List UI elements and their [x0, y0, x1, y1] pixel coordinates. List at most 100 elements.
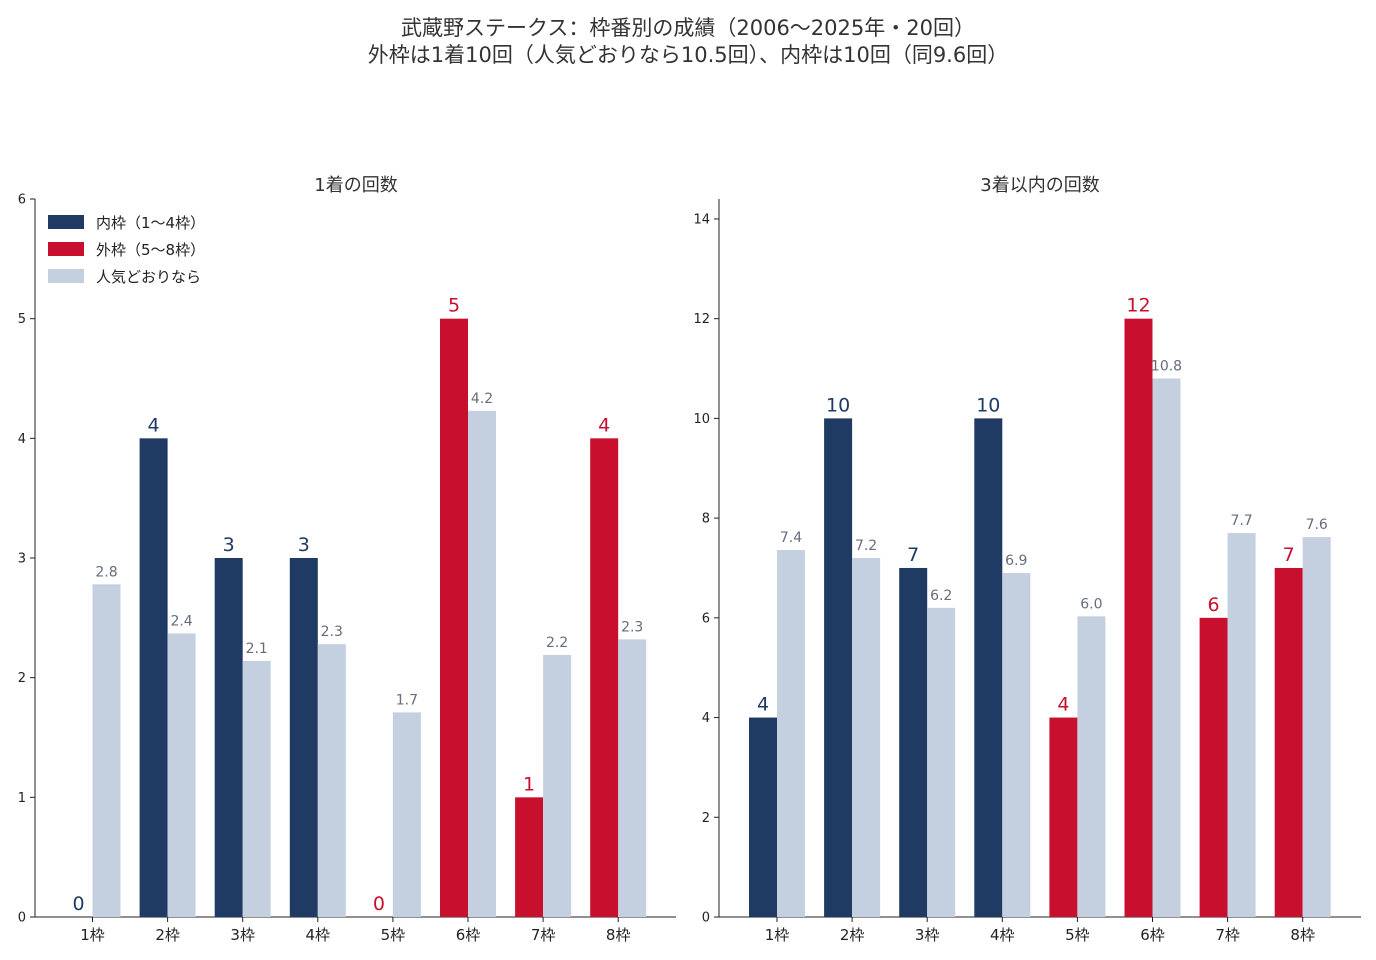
x-tick-label: 5枠 — [1065, 926, 1090, 944]
y-tick-label: 2 — [702, 811, 710, 826]
y-tick-label: 4 — [702, 711, 710, 726]
bar-expected-label: 1.7 — [396, 692, 418, 708]
x-tick-label: 7枠 — [531, 926, 556, 944]
y-tick-label: 5 — [18, 312, 26, 327]
y-tick-label: 0 — [18, 911, 26, 926]
bar-actual-label: 1 — [523, 773, 535, 795]
bar-actual-label: 6 — [1208, 594, 1220, 616]
bar-expected — [852, 558, 881, 917]
bar-actual — [289, 558, 318, 917]
bar-actual — [590, 438, 619, 917]
bar-actual — [824, 418, 853, 917]
y-tick-label: 4 — [18, 432, 26, 447]
bar-actual-label: 3 — [223, 534, 235, 556]
bar-actual-label: 3 — [298, 534, 310, 556]
y-tick-label: 6 — [702, 611, 710, 626]
bar-expected — [1002, 572, 1031, 917]
bar-actual-label: 0 — [373, 893, 385, 915]
bar-expected-label: 2.3 — [621, 619, 643, 635]
bar-expected-label: 6.2 — [930, 588, 952, 604]
legend-swatch-inner — [48, 215, 84, 229]
y-tick-label: 12 — [693, 312, 710, 327]
bar-expected — [468, 410, 496, 917]
bar-actual-label: 4 — [598, 414, 610, 436]
bar-actual — [214, 558, 243, 917]
bar-actual — [1199, 617, 1228, 917]
y-tick-label: 6 — [18, 193, 26, 208]
x-tick-label: 1枠 — [765, 926, 790, 944]
bar-expected — [1227, 533, 1256, 917]
bar-expected-label: 7.2 — [855, 538, 877, 554]
bar-actual-label: 4 — [757, 694, 769, 716]
legend-label-inner: 内枠（1〜4枠） — [96, 214, 205, 232]
bar-expected-label: 6.0 — [1080, 596, 1102, 612]
x-tick-label: 3枠 — [915, 926, 940, 944]
bar-expected — [543, 654, 572, 917]
x-tick-label: 4枠 — [306, 926, 331, 944]
bar-expected — [1302, 537, 1331, 917]
panel-top3: 3着以内の回数 0 2 4 6 8 10 12 14 1枠 4 7.4 2枠 10 7.2 3枠 7 6.2 4枠… — [693, 175, 1361, 944]
legend-label-outer: 外枠（5〜8枠） — [96, 241, 205, 259]
bar-actual — [899, 567, 928, 917]
bar-actual-label: 7 — [1283, 544, 1295, 566]
bar-expected — [777, 550, 805, 917]
bar-expected — [1152, 378, 1181, 917]
bar-actual-label: 10 — [976, 394, 1000, 416]
bar-expected-label: 7.6 — [1306, 517, 1328, 533]
bar-expected — [927, 607, 956, 917]
legend-label-expected: 人気どおりなら — [96, 268, 201, 286]
x-tick-label: 8枠 — [606, 926, 631, 944]
bar-expected-label: 2.3 — [321, 624, 343, 640]
y-tick-label: 3 — [18, 552, 26, 567]
bar-expected-label: 2.4 — [170, 613, 192, 629]
bar-expected-label: 10.8 — [1151, 359, 1182, 375]
x-tick-label: 5枠 — [381, 926, 406, 944]
bar-expected-label: 6.9 — [1005, 553, 1027, 569]
bar-expected-label: 2.2 — [546, 635, 568, 651]
panel-title-wins: 1着の回数 — [314, 175, 397, 196]
bar-actual — [139, 438, 168, 917]
legend: 内枠（1〜4枠） 外枠（5〜8枠） 人気どおりなら — [48, 214, 205, 286]
bar-actual-label: 5 — [448, 295, 460, 317]
bar-actual-label: 10 — [826, 394, 850, 416]
bar-actual — [1124, 318, 1153, 918]
x-tick-label: 1枠 — [80, 926, 105, 944]
y-tick-label: 1 — [18, 791, 26, 806]
x-tick-label: 8枠 — [1290, 926, 1315, 944]
bar-actual-label: 0 — [72, 893, 84, 915]
bar-expected-label: 7.7 — [1230, 513, 1252, 529]
bar-actual-label: 4 — [1057, 694, 1069, 716]
bar-actual — [1049, 717, 1078, 917]
bar-expected — [242, 660, 271, 917]
y-tick-label: 10 — [693, 412, 710, 427]
x-tick-label: 4枠 — [990, 926, 1015, 944]
y-tick-label: 2 — [18, 671, 26, 686]
x-tick-label: 3枠 — [230, 926, 255, 944]
bar-expected — [1077, 616, 1106, 917]
legend-swatch-expected — [48, 269, 84, 283]
bar-actual-label: 4 — [148, 414, 160, 436]
panel-wins: 1着の回数 0 1 2 3 4 5 6 1枠 0 2.8 2枠 4 2.4 3枠 3 2.1 4枠 3 2.3 5枠 0… — [18, 175, 676, 944]
legend-swatch-outer — [48, 242, 84, 256]
chart-title: 武蔵野ステークス：枠番別の成績（2006〜2025年・20回） — [401, 16, 975, 40]
bar-expected — [618, 639, 647, 917]
bar-actual — [1274, 567, 1303, 917]
bar-expected — [317, 644, 346, 917]
x-tick-label: 6枠 — [456, 926, 481, 944]
bar-actual-label: 12 — [1126, 295, 1150, 317]
chart-subtitle: 外枠は1着10回（人気どおりなら10.5回）、内枠は10回（同9.6回） — [368, 43, 1008, 67]
x-tick-label: 2枠 — [155, 926, 180, 944]
y-tick-label: 0 — [702, 911, 710, 926]
bar-expected-label: 7.4 — [780, 530, 802, 546]
bar-expected — [167, 633, 196, 917]
bar-expected-label: 2.1 — [246, 641, 268, 657]
bar-actual — [749, 717, 777, 917]
y-tick-label: 14 — [693, 212, 710, 227]
bar-expected-label: 4.2 — [471, 391, 493, 407]
bar-expected-label: 2.8 — [95, 564, 117, 580]
bar-expected — [392, 712, 421, 917]
y-tick-label: 8 — [702, 512, 710, 527]
bar-expected — [92, 584, 121, 917]
